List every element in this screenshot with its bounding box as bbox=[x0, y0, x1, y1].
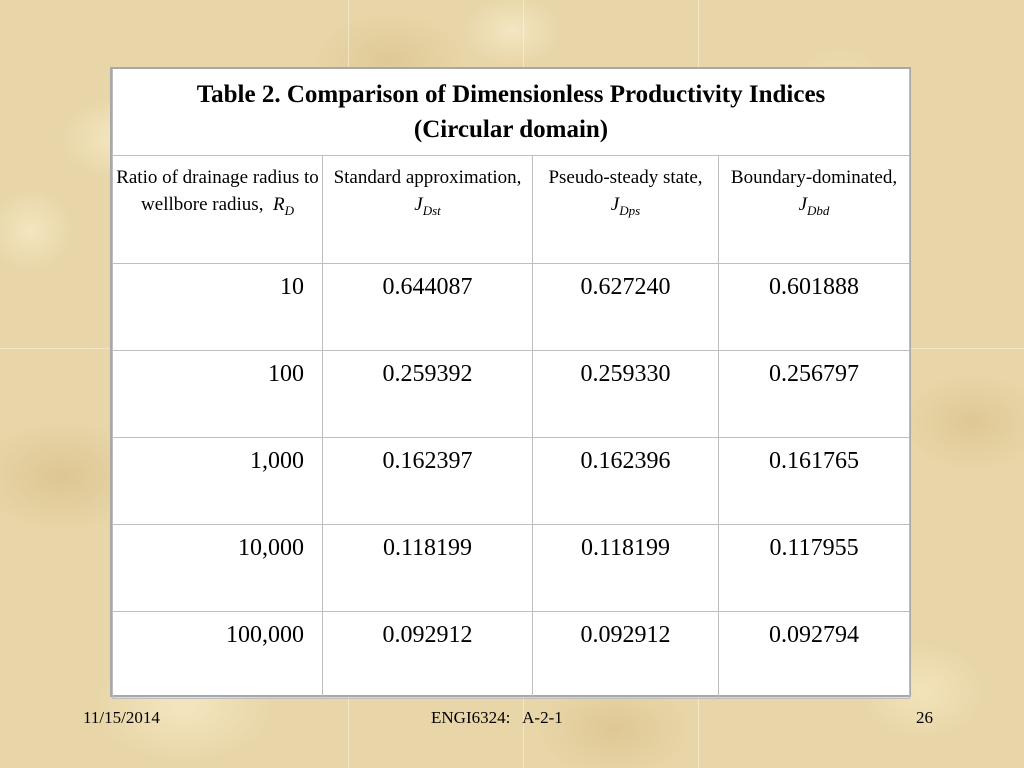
header-standard-approximation: Standard approximation, JDst bbox=[322, 155, 533, 264]
header-symbol: JDps bbox=[610, 194, 641, 218]
table-row: 100,000 0.092912 0.092912 0.092794 bbox=[112, 611, 911, 699]
cell-jdst: 0.259392 bbox=[322, 350, 533, 438]
symbol-subscript: D bbox=[284, 203, 294, 218]
cell-jdbd: 0.601888 bbox=[717, 263, 911, 351]
symbol-letter: J bbox=[798, 194, 808, 215]
table-row: 100 0.259392 0.259330 0.256797 bbox=[112, 350, 911, 438]
cell-jdst: 0.644087 bbox=[322, 263, 533, 351]
productivity-indices-table: Table 2. Comparison of Dimensionless Pro… bbox=[111, 69, 911, 699]
header-symbol: JDst bbox=[414, 194, 441, 218]
footer-date: 11/15/2014 bbox=[83, 708, 160, 727]
cell-rd: 100 bbox=[112, 350, 323, 438]
cell-rd: 100,000 bbox=[112, 611, 323, 699]
cell-jdst: 0.118199 bbox=[322, 524, 533, 612]
cell-jdps: 0.627240 bbox=[532, 263, 719, 351]
cell-jdst: 0.092912 bbox=[322, 611, 533, 699]
table-title-line-1: Table 2. Comparison of Dimensionless Pro… bbox=[196, 81, 826, 108]
header-ratio-rd: Ratio of drainage radius to wellbore rad… bbox=[112, 155, 323, 264]
table-row: 1,000 0.162397 0.162396 0.161765 bbox=[112, 437, 911, 525]
table-header-row: Ratio of drainage radius to wellbore rad… bbox=[112, 155, 911, 264]
cell-jdps: 0.092912 bbox=[532, 611, 719, 699]
symbol-subscript: Dps bbox=[619, 203, 641, 218]
header-symbol: RD bbox=[272, 194, 294, 218]
symbol-subscript: Dst bbox=[422, 203, 441, 218]
cell-rd: 10,000 bbox=[112, 524, 323, 612]
header-label: Standard approximation, bbox=[333, 167, 522, 188]
header-label: Ratio of drainage radius to wellbore rad… bbox=[116, 167, 319, 215]
cell-jdbd: 0.117955 bbox=[717, 524, 911, 612]
table-title: Table 2. Comparison of Dimensionless Pro… bbox=[111, 69, 911, 156]
table-title-line-2: (Circular domain) bbox=[413, 116, 609, 143]
header-pseudo-steady-state: Pseudo-steady state, JDps bbox=[532, 155, 719, 264]
comparison-table-container: Table 2. Comparison of Dimensionless Pro… bbox=[110, 67, 911, 699]
header-boundary-dominated: Boundary-dominated, JDbd bbox=[717, 155, 911, 264]
table-row: 10 0.644087 0.627240 0.601888 bbox=[112, 263, 911, 351]
footer-page-number: 26 bbox=[916, 708, 933, 727]
header-label: Pseudo-steady state, bbox=[548, 167, 703, 188]
cell-jdps: 0.259330 bbox=[532, 350, 719, 438]
cell-rd: 1,000 bbox=[112, 437, 323, 525]
cell-jdbd: 0.161765 bbox=[717, 437, 911, 525]
cell-jdps: 0.162396 bbox=[532, 437, 719, 525]
symbol-letter: R bbox=[272, 194, 285, 215]
cell-jdps: 0.118199 bbox=[532, 524, 719, 612]
symbol-subscript: Dbd bbox=[807, 203, 830, 218]
table-row: 10,000 0.118199 0.118199 0.117955 bbox=[112, 524, 911, 612]
table-title-row: Table 2. Comparison of Dimensionless Pro… bbox=[111, 69, 911, 156]
header-symbol: JDbd bbox=[798, 194, 830, 218]
symbol-letter: J bbox=[414, 194, 423, 215]
symbol-letter: J bbox=[610, 194, 620, 215]
footer-course-code: ENGI6324: A-2-1 bbox=[431, 708, 563, 727]
cell-jdst: 0.162397 bbox=[322, 437, 533, 525]
cell-jdbd: 0.092794 bbox=[717, 611, 911, 699]
cell-jdbd: 0.256797 bbox=[717, 350, 911, 438]
cell-rd: 10 bbox=[112, 263, 323, 351]
header-label: Boundary-dominated, bbox=[730, 167, 898, 188]
